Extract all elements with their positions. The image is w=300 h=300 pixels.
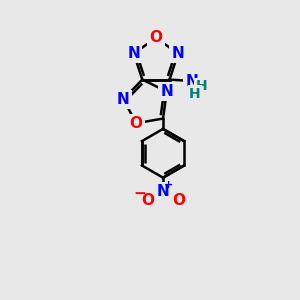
Text: N: N <box>128 46 140 61</box>
Text: O: O <box>141 193 154 208</box>
Text: N: N <box>160 84 173 99</box>
Text: +: + <box>164 179 174 190</box>
Text: N: N <box>172 46 184 61</box>
Text: H: H <box>196 80 207 93</box>
Text: O: O <box>172 193 185 208</box>
Text: O: O <box>130 116 143 131</box>
Text: O: O <box>149 30 162 45</box>
Text: H: H <box>189 87 201 100</box>
Text: N: N <box>157 184 169 200</box>
Text: N: N <box>117 92 130 107</box>
Text: N: N <box>185 74 198 88</box>
Text: −: − <box>134 186 146 201</box>
